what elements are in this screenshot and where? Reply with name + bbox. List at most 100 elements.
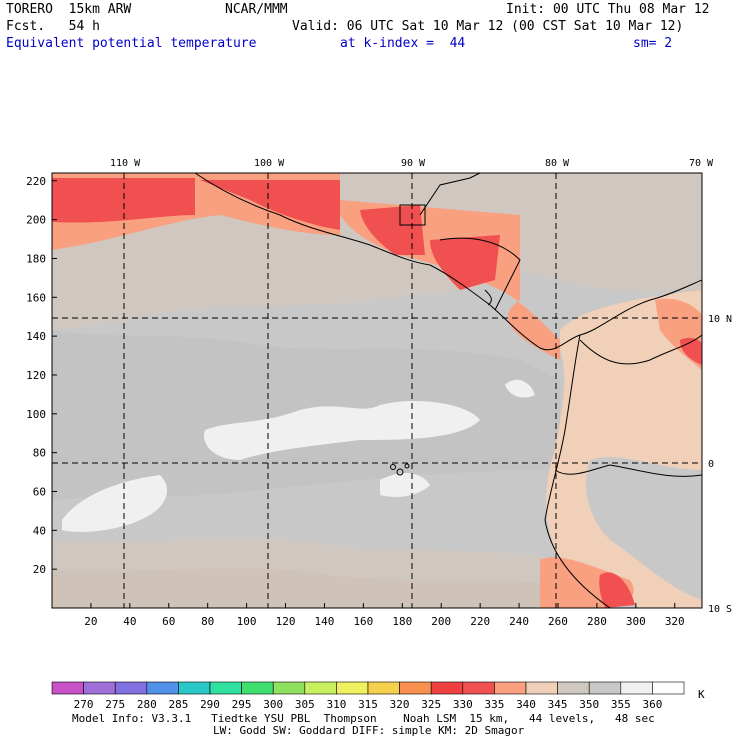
lat-labels: 10 N 0 10 S [708,314,732,615]
legend-value: 305 [295,698,315,711]
legend-swatch [462,681,495,695]
y-tick-label: 140 [26,330,46,343]
forecast-hour: Fcst. 54 h [6,19,100,34]
legend-value: 360 [642,698,662,711]
field-red-honduras [430,235,500,290]
legend-value: 325 [421,698,441,711]
x-tick-label: 40 [123,615,136,628]
legend-swatch [241,681,274,695]
lat-label-10s: 10 S [708,604,732,615]
lon-label-100w: 100 W [254,158,285,169]
legend-value: 275 [105,698,125,711]
center-name: NCAR/MMM [225,2,288,17]
legend-value: 340 [516,698,536,711]
lon-labels: 110 W 100 W 90 W 80 W 70 W [110,158,714,169]
y-tick-label: 120 [26,369,46,382]
legend-value: 295 [232,698,252,711]
x-tick-label: 20 [84,615,97,628]
coastline-pacific-north [194,173,702,351]
legend-value: 280 [137,698,157,711]
legend-swatch [494,681,527,695]
theta-e-field [52,173,702,608]
y-tick-label: 220 [26,175,46,188]
legend-value: 350 [579,698,599,711]
x-grid-ticks: 20 40 60 80 100 120 140 160 180 200 220 240 260 280 30… [84,603,685,628]
x-tick-label: 280 [587,615,607,628]
legend-unit: K [698,688,705,701]
coastline-yucatan [419,173,481,216]
lon-label-70w: 70 W [689,158,714,169]
x-tick-label: 260 [548,615,568,628]
border-colombia [579,334,702,365]
legend-swatch [620,681,653,695]
smoothing-info: sm= 2 [633,36,673,51]
y-tick-label: 180 [26,252,46,265]
legend-value: 310 [326,698,346,711]
lat-label-10n: 10 N [708,314,732,325]
x-tick-label: 120 [276,615,296,628]
x-tick-label: 160 [353,615,373,628]
color-legend: 270 275 280 285 290 295 300 305 310 315 320 325 330 3… [51,681,705,711]
legend-swatch [178,681,211,695]
border-guatemala [399,204,426,226]
y-tick-label: 40 [33,524,46,537]
field-white-patch-2 [62,475,168,532]
lake-nicaragua [484,289,492,306]
physics-info: LW: Godd SW: Goddard DIFF: simple KM: 2D… [213,724,525,737]
field-red-mexico [200,180,340,230]
legend-swatch [367,681,400,695]
x-tick-label: 180 [392,615,412,628]
field-band-south-2 [52,568,560,608]
latlon-grid [52,173,702,608]
legend-swatch [304,681,337,695]
legend-swatch [430,681,464,695]
legend-value: 355 [611,698,631,711]
level-info: at k-index = 44 [340,36,466,51]
coastlines [194,173,702,608]
legend-swatch [114,681,148,695]
legend-swatch [83,681,116,695]
field-white-patch-3 [380,473,430,497]
legend-swatch [272,681,306,695]
x-tick-label: 100 [237,615,257,628]
lon-label-90w: 90 W [401,158,426,169]
field-name: Equivalent potential temperature [6,36,257,51]
x-tick-label: 320 [665,615,685,628]
legend-swatch [525,681,558,695]
y-tick-label: 160 [26,291,46,304]
y-grid-ticks: 20 40 60 80 100 120 140 160 180 200 220 [26,175,57,576]
galapagos-island-1 [390,464,396,470]
legend-value: 330 [453,698,473,711]
x-tick-label: 80 [201,615,214,628]
galapagos-island-2 [396,468,404,476]
legend-swatch [588,681,622,695]
y-tick-label: 60 [33,485,46,498]
legend-swatch [146,681,179,695]
legend-value: 345 [548,698,568,711]
y-tick-label: 100 [26,408,46,421]
legend-value: 320 [390,698,410,711]
legend-value: 285 [168,698,188,711]
lon-label-110w: 110 W [110,158,141,169]
field-red-peru [599,572,635,608]
model-title: TORERO 15km ARW [6,2,132,17]
y-tick-label: 80 [33,447,46,460]
y-tick-label: 20 [33,563,46,576]
legend-value: 315 [358,698,378,711]
field-gray-andes [586,457,702,600]
legend-value: 335 [484,698,504,711]
galapagos-island-3 [404,463,410,469]
x-tick-label: 140 [315,615,335,628]
coastline-south-america-west [544,334,611,608]
legend-swatch [399,681,432,695]
field-red-guatemala [360,205,425,255]
x-tick-label: 220 [470,615,490,628]
x-tick-label: 300 [626,615,646,628]
x-tick-label: 60 [162,615,175,628]
x-tick-label: 200 [431,615,451,628]
legend-value: 290 [200,698,220,711]
init-time: Init: 00 UTC Thu 08 Mar 12 [506,2,710,17]
legend-swatch [336,681,369,695]
map-frame [51,172,703,609]
